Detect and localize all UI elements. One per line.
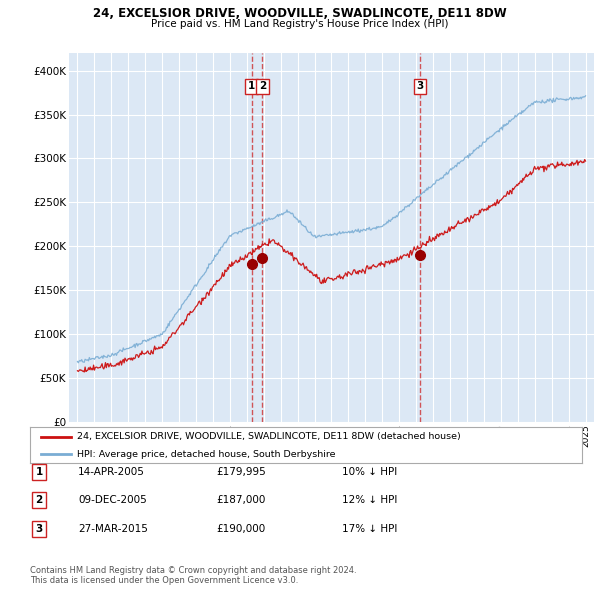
Text: 3: 3 xyxy=(35,525,43,534)
Text: 24, EXCELSIOR DRIVE, WOODVILLE, SWADLINCOTE, DE11 8DW (detached house): 24, EXCELSIOR DRIVE, WOODVILLE, SWADLINC… xyxy=(77,432,461,441)
Text: 3: 3 xyxy=(416,81,424,91)
Text: 14-APR-2005: 14-APR-2005 xyxy=(78,467,145,477)
Text: 10% ↓ HPI: 10% ↓ HPI xyxy=(342,467,397,477)
Text: 09-DEC-2005: 09-DEC-2005 xyxy=(78,496,147,505)
Text: 24, EXCELSIOR DRIVE, WOODVILLE, SWADLINCOTE, DE11 8DW: 24, EXCELSIOR DRIVE, WOODVILLE, SWADLINC… xyxy=(93,7,507,20)
Text: 27-MAR-2015: 27-MAR-2015 xyxy=(78,525,148,534)
Text: £179,995: £179,995 xyxy=(216,467,266,477)
Text: 17% ↓ HPI: 17% ↓ HPI xyxy=(342,525,397,534)
Text: 2: 2 xyxy=(35,496,43,505)
Text: HPI: Average price, detached house, South Derbyshire: HPI: Average price, detached house, Sout… xyxy=(77,450,335,458)
Text: £190,000: £190,000 xyxy=(216,525,265,534)
Text: 2: 2 xyxy=(259,81,266,91)
Text: £187,000: £187,000 xyxy=(216,496,265,505)
Text: Contains HM Land Registry data © Crown copyright and database right 2024.
This d: Contains HM Land Registry data © Crown c… xyxy=(30,566,356,585)
Text: 12% ↓ HPI: 12% ↓ HPI xyxy=(342,496,397,505)
Text: 1: 1 xyxy=(248,81,255,91)
Text: 1: 1 xyxy=(35,467,43,477)
Text: Price paid vs. HM Land Registry's House Price Index (HPI): Price paid vs. HM Land Registry's House … xyxy=(151,19,449,29)
